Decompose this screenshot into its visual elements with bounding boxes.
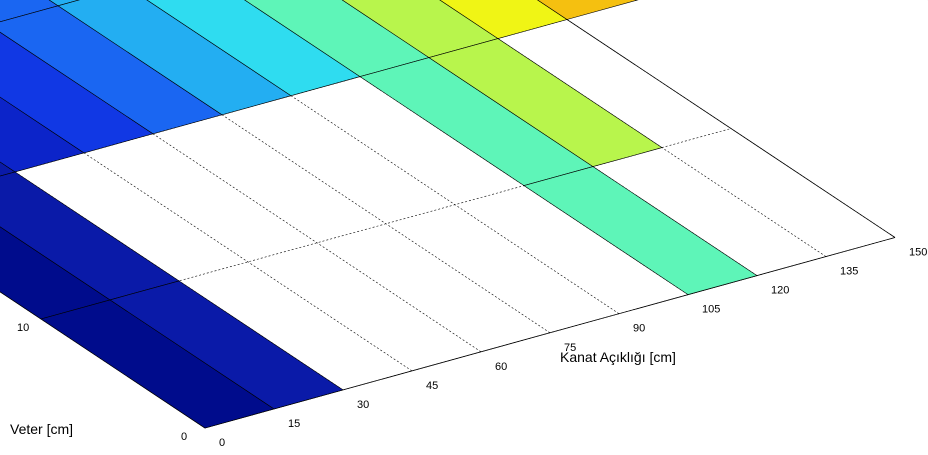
- surface-cell: [523, 166, 758, 295]
- surface-cell: [48, 0, 81, 7]
- x-tick-label: 75: [564, 342, 576, 354]
- y-tick-label: 0: [181, 431, 187, 443]
- x-tick-label: 30: [357, 399, 369, 411]
- x-tick-label: 105: [702, 304, 720, 316]
- x-grid-line: [0, 31, 482, 353]
- axis-edge: [536, 0, 896, 238]
- x-tick-label: 150: [909, 247, 927, 259]
- x-grid-line: [0, 96, 413, 372]
- x-tick-label: 15: [288, 418, 300, 430]
- surface-cell: [428, 38, 663, 167]
- y-tick-label: 10: [17, 322, 29, 334]
- x-tick-label: 90: [633, 323, 645, 335]
- x-grid-line: [146, 0, 620, 314]
- x-grid-line: [48, 0, 551, 334]
- surface-cell: [0, 96, 85, 173]
- x-tick-label: 0: [219, 437, 225, 449]
- x-tick-label: 135: [840, 266, 858, 278]
- surface-cell: [439, 0, 568, 39]
- surface-cells: [0, 0, 928, 429]
- x-tick-label: 45: [426, 380, 438, 392]
- x-tick-label: 120: [771, 285, 789, 297]
- surface-cell: [0, 31, 154, 154]
- surface-cell: [927, 0, 928, 1]
- x-axis-title: Kanat Açıklığı [cm]: [560, 349, 676, 365]
- surface-cell: [57, 0, 292, 116]
- y-axis-title: Veter [cm]: [10, 421, 73, 437]
- x-tick-label: 60: [495, 361, 507, 373]
- surface-cell: [0, 161, 16, 177]
- surface-cell: [146, 0, 361, 97]
- surface-cell: [537, 0, 637, 20]
- surface-cell: [109, 280, 344, 410]
